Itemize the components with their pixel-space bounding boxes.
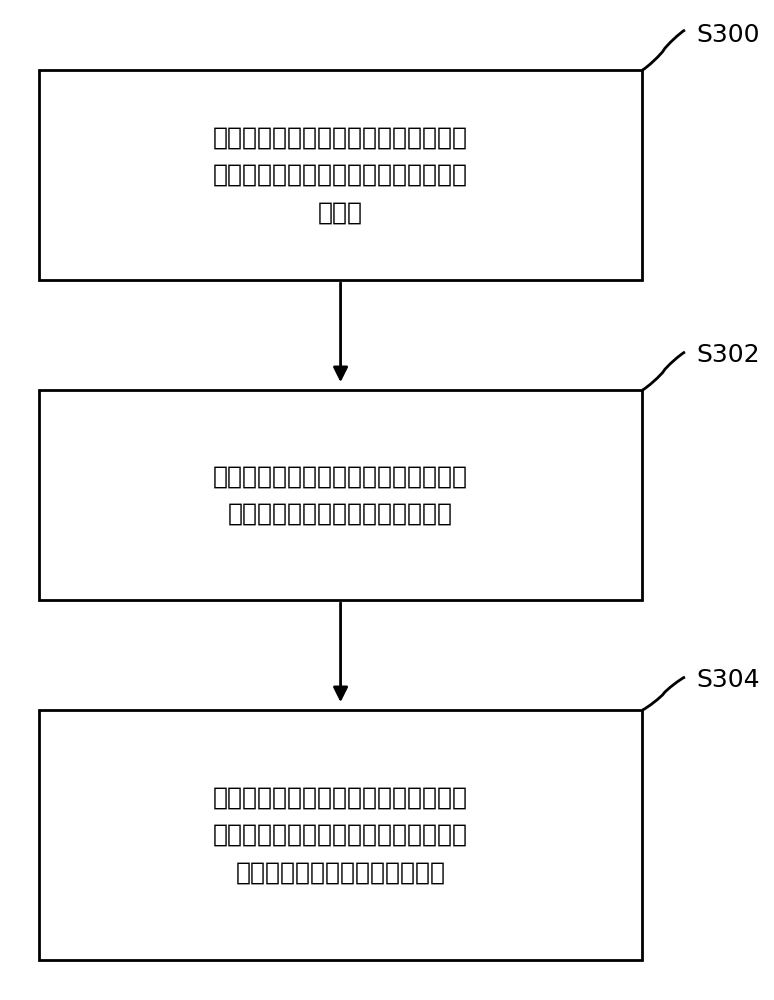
Text: S300: S300 <box>697 23 760 47</box>
Text: 在无人驾驶设备运动过程中，获取搭载
在所述无人驾驶设备上的车载电池的充
电状态: 在无人驾驶设备运动过程中，获取搭载 在所述无人驾驶设备上的车载电池的充 电状态 <box>213 126 468 224</box>
Text: S304: S304 <box>697 668 760 692</box>
FancyBboxPatch shape <box>39 70 642 280</box>
Text: 若确定所述车载电池存在短路风险，发
出预警信息，并基于预先设定的降级控
制策略，控制无人驾驶设备行驶: 若确定所述车载电池存在短路风险，发 出预警信息，并基于预先设定的降级控 制策略，… <box>213 786 468 884</box>
FancyBboxPatch shape <box>39 390 642 600</box>
Text: S302: S302 <box>697 343 760 367</box>
Text: 根据所述车载电池当前的充电状态，判
断所述车载电池是否存在短路风险: 根据所述车载电池当前的充电状态，判 断所述车载电池是否存在短路风险 <box>213 464 468 526</box>
FancyBboxPatch shape <box>39 710 642 960</box>
